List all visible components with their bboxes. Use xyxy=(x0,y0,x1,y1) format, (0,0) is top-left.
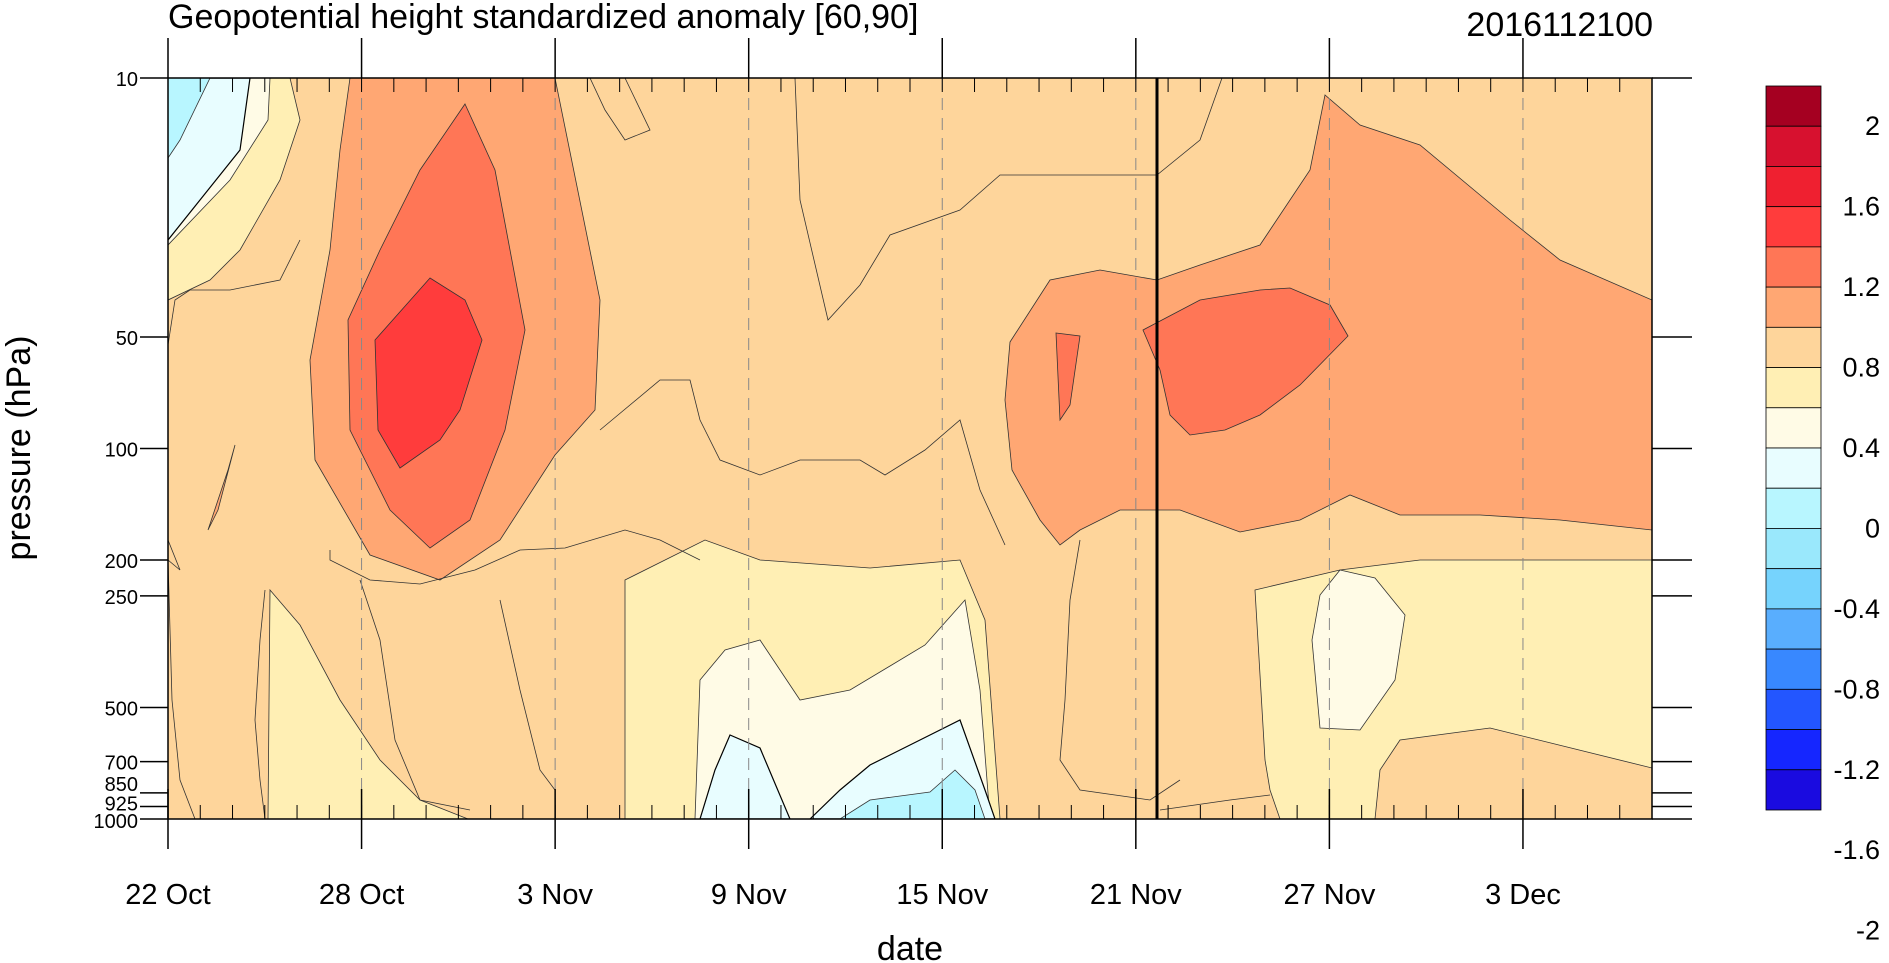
colorbar-swatch xyxy=(1765,367,1822,409)
colorbar-swatch xyxy=(1765,447,1822,489)
y-tick-label: 200 xyxy=(105,551,138,573)
x-tick-label: 9 Nov xyxy=(711,879,787,911)
contour-1.2-1.6-18-nov xyxy=(1055,332,1081,422)
y-tick-label: 250 xyxy=(105,587,138,609)
date-gridlines xyxy=(361,78,1524,819)
x-tick-label: 27 Nov xyxy=(1283,879,1375,911)
y-tick-label: 1000 xyxy=(94,811,139,833)
colorbar-swatch xyxy=(1765,326,1822,368)
x-tick-label: 15 Nov xyxy=(896,879,988,911)
colorbar-label: 1.2 xyxy=(1842,272,1880,302)
contour-line-8 xyxy=(254,589,266,819)
colorbar-swatch xyxy=(1765,206,1822,248)
colorbar-label: -0.4 xyxy=(1833,594,1880,624)
y-tick-label: 10 xyxy=(116,69,138,91)
contour-line-4 xyxy=(599,379,1006,546)
contour-line-6 xyxy=(168,539,181,571)
colorbar-label: 1.6 xyxy=(1842,192,1880,222)
colorbar-swatch xyxy=(1765,85,1822,127)
contour-line-9 xyxy=(359,579,471,811)
colorbar-label: -0.8 xyxy=(1833,674,1880,704)
x-tick-label: 22 Oct xyxy=(125,879,210,911)
colorbar-swatch xyxy=(1765,407,1822,449)
x-tick-label: 28 Oct xyxy=(319,879,404,911)
colorbar-label: 0.8 xyxy=(1842,353,1880,383)
x-tick-label: 21 Nov xyxy=(1090,879,1182,911)
colorbar-swatch xyxy=(1765,166,1822,208)
colorbar-swatch xyxy=(1765,568,1822,610)
y-tick-label: 50 xyxy=(116,328,138,350)
contour-1.2-1.6-late-nov xyxy=(1142,287,1349,436)
colorbar-swatch xyxy=(1765,608,1822,650)
contour-line-1 xyxy=(168,239,301,346)
x-axis-title: date xyxy=(877,930,943,963)
chart-date-stamp: 2016112100 xyxy=(1466,6,1653,44)
colorbar-label: -2 xyxy=(1856,916,1880,946)
y-tick-label: 925 xyxy=(105,793,138,815)
y-tick-label: 850 xyxy=(105,774,138,796)
x-axis: 22 Oct 28 Oct 3 Nov 9 Nov 15 Nov 21 Nov 27 Nov… xyxy=(125,38,1653,911)
contour-fill-field xyxy=(168,78,1652,819)
y-tick-label: 700 xyxy=(105,753,138,775)
contour-1.6-2.0-late-oct xyxy=(374,277,483,469)
chart-title: Geopotential height standardized anomaly… xyxy=(168,0,918,36)
colorbar-swatch xyxy=(1765,729,1822,771)
x-tick-label: 3 Dec xyxy=(1485,879,1561,911)
colorbar-swatch xyxy=(1765,286,1822,328)
colorbar-label: 2 xyxy=(1865,111,1880,141)
contour-0-0.4-late-oct-low xyxy=(267,588,469,819)
contour-neg0-late-nov xyxy=(1311,569,1406,731)
y-tick-label: 500 xyxy=(105,698,138,720)
colorbar-swatch xyxy=(1765,769,1822,811)
y-axis-title: pressure (hPa) xyxy=(0,336,38,561)
contour-neg0.8-neg1.2-mid-nov xyxy=(839,769,986,819)
colorbar-swatch xyxy=(1765,688,1822,730)
colorbar-label: 0 xyxy=(1865,513,1880,543)
colorbar-swatch xyxy=(1765,487,1822,529)
contour-lines xyxy=(168,78,1271,819)
y-tick-label: 100 xyxy=(105,440,138,462)
colorbar-swatch xyxy=(1765,648,1822,690)
colorbar-label: 0.4 xyxy=(1842,433,1880,463)
colorbar-swatch xyxy=(1765,246,1822,288)
contour-line-2 xyxy=(589,78,651,141)
colorbar-label: -1.2 xyxy=(1833,755,1880,785)
x-tick-label: 3 Nov xyxy=(517,879,593,911)
contour-line-3 xyxy=(794,78,1223,321)
contour-spot-24-oct xyxy=(207,444,236,531)
contour-line-11 xyxy=(1059,539,1181,801)
colorbar: 2 1.6 1.2 0.8 0.4 0 -0.4 -0.8 -1.2 -1.6 -2 xyxy=(1765,85,1880,946)
colorbar-swatch xyxy=(1765,528,1822,570)
contour-line-7 xyxy=(168,559,196,819)
contour-line-5 xyxy=(329,529,701,585)
colorbar-swatch xyxy=(1765,125,1822,167)
contour-line-12 xyxy=(1159,794,1271,811)
contour-neg0.8-top-left xyxy=(168,78,211,159)
contour-line-10 xyxy=(499,599,556,791)
colorbar-label: -1.6 xyxy=(1833,835,1880,865)
